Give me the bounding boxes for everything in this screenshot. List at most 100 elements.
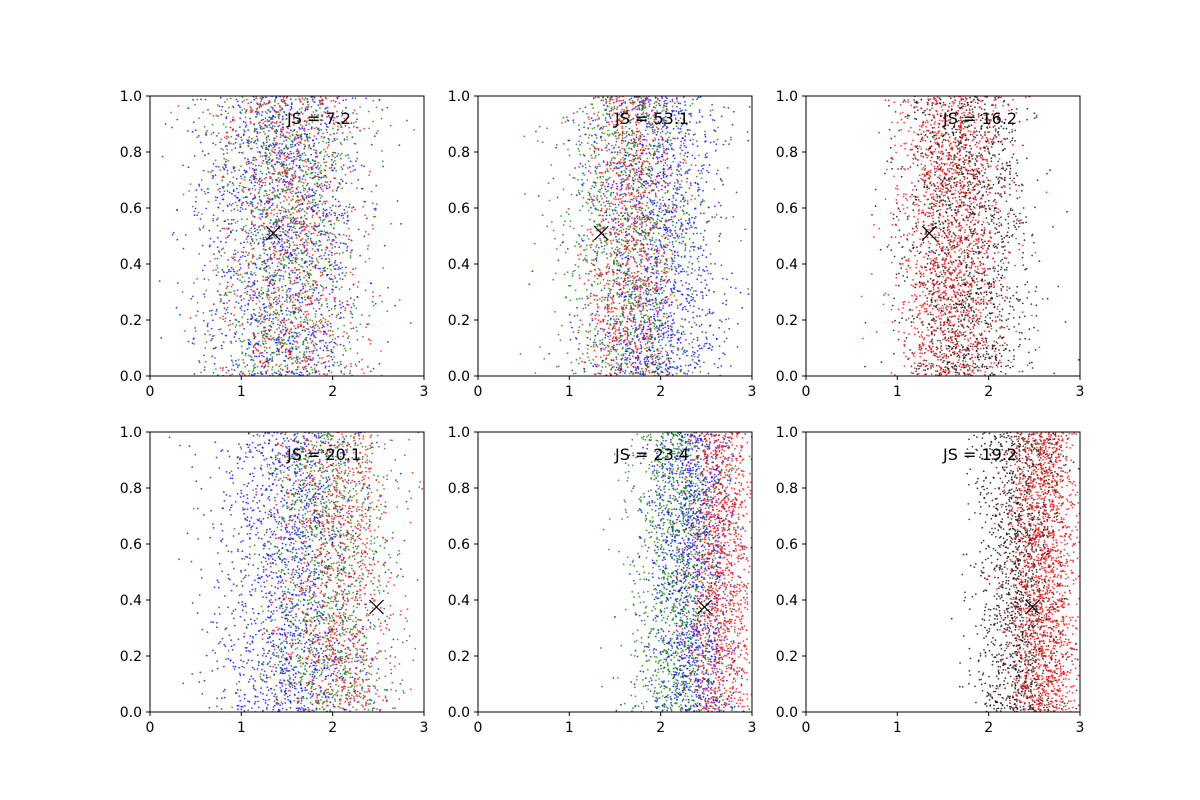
point xyxy=(293,158,296,161)
point xyxy=(204,192,207,195)
point xyxy=(304,274,307,277)
point xyxy=(638,277,641,279)
point xyxy=(286,104,289,107)
point xyxy=(250,212,253,215)
point xyxy=(285,370,288,373)
point xyxy=(236,295,239,297)
point xyxy=(202,226,205,229)
point xyxy=(244,255,247,258)
point xyxy=(337,128,339,131)
point xyxy=(251,238,253,241)
point xyxy=(344,366,346,369)
point xyxy=(276,184,279,187)
point xyxy=(287,256,290,258)
point xyxy=(228,141,230,144)
point xyxy=(315,371,318,373)
point xyxy=(249,192,252,195)
point xyxy=(184,234,187,236)
point xyxy=(339,126,342,128)
point xyxy=(234,259,236,261)
point xyxy=(650,275,652,278)
point xyxy=(652,208,655,211)
point xyxy=(302,196,304,198)
point xyxy=(282,133,284,136)
point xyxy=(287,182,290,184)
point xyxy=(225,166,227,169)
point xyxy=(285,159,288,161)
point xyxy=(210,171,212,174)
point xyxy=(303,159,306,162)
point xyxy=(323,254,326,257)
point xyxy=(211,174,214,177)
point xyxy=(216,267,219,269)
point xyxy=(721,277,724,280)
point xyxy=(332,333,334,336)
point xyxy=(256,108,258,111)
point xyxy=(283,154,286,157)
point xyxy=(280,336,282,339)
point xyxy=(262,181,264,184)
point xyxy=(317,261,320,264)
point xyxy=(622,113,625,116)
point xyxy=(264,133,266,135)
point xyxy=(293,313,295,315)
point xyxy=(282,246,285,249)
point xyxy=(228,234,231,237)
point xyxy=(325,97,327,100)
point xyxy=(697,274,700,276)
point xyxy=(246,241,249,244)
point xyxy=(315,283,318,286)
point xyxy=(613,344,615,347)
point xyxy=(693,245,696,248)
point xyxy=(195,314,198,317)
point xyxy=(332,238,334,241)
point xyxy=(254,207,257,210)
point xyxy=(332,140,334,143)
point xyxy=(341,168,344,171)
point xyxy=(288,156,291,159)
point xyxy=(292,118,295,120)
point xyxy=(285,330,287,333)
point xyxy=(292,339,295,342)
point xyxy=(655,249,658,251)
point xyxy=(292,114,295,117)
point xyxy=(667,234,670,237)
point xyxy=(232,364,235,367)
point xyxy=(208,245,211,248)
point xyxy=(256,342,259,345)
point xyxy=(323,325,325,328)
point xyxy=(697,169,700,172)
point xyxy=(212,131,215,134)
point xyxy=(295,200,298,202)
point xyxy=(337,186,340,188)
point xyxy=(611,218,613,221)
point xyxy=(234,333,237,336)
point xyxy=(281,108,283,111)
point xyxy=(339,204,341,207)
point xyxy=(364,260,367,263)
point xyxy=(669,182,671,184)
point xyxy=(662,174,665,177)
point xyxy=(284,300,286,303)
point xyxy=(272,166,275,169)
point xyxy=(705,336,708,339)
point xyxy=(320,233,323,236)
point xyxy=(312,265,314,268)
point xyxy=(225,137,228,140)
point xyxy=(303,147,306,150)
point xyxy=(639,296,642,299)
point xyxy=(651,169,654,171)
point xyxy=(386,341,389,343)
point xyxy=(355,307,358,310)
point xyxy=(363,235,366,238)
point xyxy=(309,237,312,240)
point xyxy=(298,331,300,334)
point xyxy=(304,320,307,323)
point xyxy=(246,163,248,166)
point xyxy=(227,369,230,372)
point xyxy=(194,129,197,132)
point xyxy=(691,262,694,265)
point xyxy=(266,112,268,115)
point xyxy=(315,264,318,267)
point xyxy=(307,117,310,119)
